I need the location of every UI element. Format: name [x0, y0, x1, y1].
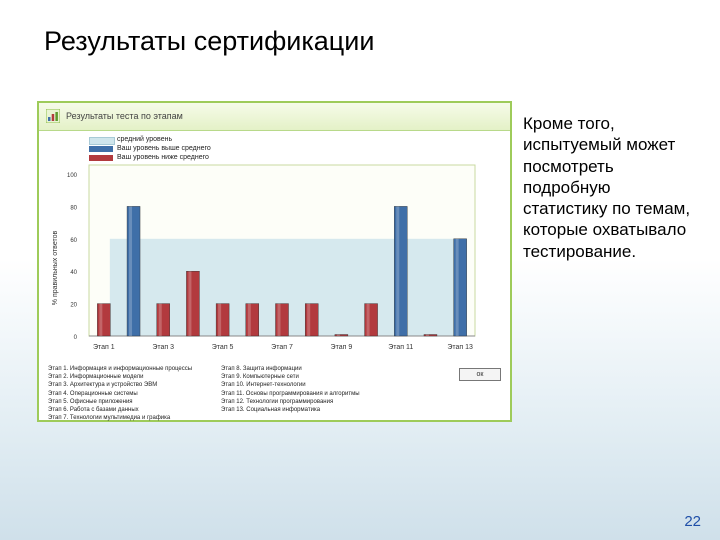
chart-bar: [215, 303, 230, 337]
ok-button[interactable]: ок: [459, 368, 501, 381]
chart-bar: [394, 206, 408, 337]
chart-bar-highlight: [247, 303, 251, 336]
x-tick-label: Этап 7: [271, 344, 293, 351]
x-tick-label: Этап 5: [212, 344, 234, 351]
chart-bar-highlight: [307, 303, 311, 336]
chart-bar: [245, 303, 260, 337]
results-window: Результаты теста по этапам средний урове…: [37, 101, 512, 422]
stage-list-item: Этап 1. Информация и информационные проц…: [48, 366, 193, 372]
legend-label-average: средний уровень: [117, 136, 173, 143]
chart-bar-highlight: [277, 303, 281, 336]
chart-bar: [97, 303, 111, 337]
chart-bar: [364, 303, 378, 337]
y-tick-label: 60: [70, 238, 77, 244]
stage-list-item: Этап 9. Компьютерные сети: [221, 374, 299, 381]
chart-bar: [334, 334, 349, 337]
stage-list-item: Этап 4. Операционные системы: [48, 390, 138, 397]
chart-bar: [156, 303, 170, 337]
results-window-title: Результаты теста по этапам: [66, 111, 183, 121]
results-bar-chart: 0 20 40 60 80 100 % правильных ответов Этап 1 Эт…: [52, 164, 476, 351]
legend-swatch-average: [89, 137, 115, 145]
chart-bar: [453, 238, 467, 337]
chart-bar-highlight: [455, 238, 459, 336]
slide-title: Результаты сертификации: [44, 26, 375, 56]
chart-bar-highlight: [158, 303, 162, 336]
x-tick-label: Этап 9: [331, 344, 353, 351]
stage-list-item: Этап 10. Интернет-технологии: [221, 382, 306, 389]
chart-bar-highlight: [425, 334, 429, 336]
stage-list-item: Этап 7. Технологии мультимедиа и графика: [48, 415, 171, 422]
stage-list-right: Этап 8. Защита информации Этап 9. Компьют…: [221, 365, 360, 414]
chart-icon: [46, 109, 60, 123]
legend-label-below: Ваш уровень ниже среднего: [117, 154, 209, 161]
stage-list-item: Этап 12. Технологии программирования: [221, 398, 334, 405]
stage-list-item: Этап 13. Социальная информатика: [221, 407, 321, 414]
legend-label-above: Ваш уровень выше среднего: [117, 145, 211, 152]
y-axis-label: % правильных ответов: [52, 231, 59, 306]
chart-bar: [275, 303, 289, 337]
legend-swatch-below: [89, 155, 113, 161]
stage-list-item: Этап 11. Основы программирования и алгор…: [221, 390, 360, 397]
stage-list-item: Этап 8. Защита информации: [221, 366, 302, 372]
y-tick-label: 80: [70, 205, 77, 211]
chart-bar: [304, 303, 319, 337]
chart-bar-highlight: [366, 303, 370, 336]
x-tick-label: Этап 11: [388, 344, 413, 351]
x-tick-label: Этап 13: [447, 344, 473, 351]
x-tick-label: Этап 3: [152, 344, 174, 351]
chart-bar-highlight: [396, 206, 400, 336]
chart-bar-highlight: [129, 206, 133, 336]
x-tick-label: Этап 1: [93, 344, 115, 351]
chart-bar: [126, 206, 141, 337]
results-window-header: Результаты теста по этапам: [39, 103, 510, 131]
stage-list-item: Этап 3. Архитектура и устройство ЭВМ: [48, 382, 158, 389]
chart-bar-highlight: [99, 303, 103, 336]
stage-list-left: Этап 1. Информация и информационные проц…: [48, 365, 192, 422]
legend-swatch-above: [89, 146, 113, 152]
y-tick-label: 0: [74, 335, 78, 341]
stage-list-item: Этап 6. Работа с базами данных: [48, 407, 139, 414]
chart-bar-highlight: [188, 271, 192, 336]
stage-list-item: Этап 2. Информационные модели: [48, 374, 144, 381]
slide-body-text: Кроме того, испытуемый может посмотреть …: [523, 114, 691, 261]
chart-bar: [423, 334, 438, 337]
chart-bar: [186, 270, 200, 337]
stage-list-item: Этап 5. Офисные приложения: [48, 398, 133, 405]
chart-bar-highlight: [336, 334, 340, 336]
chart-bar-highlight: [218, 303, 222, 336]
y-tick-label: 20: [70, 303, 77, 309]
page-number: 22: [684, 513, 701, 530]
y-tick-label: 100: [67, 173, 78, 179]
y-tick-label: 40: [70, 270, 77, 276]
